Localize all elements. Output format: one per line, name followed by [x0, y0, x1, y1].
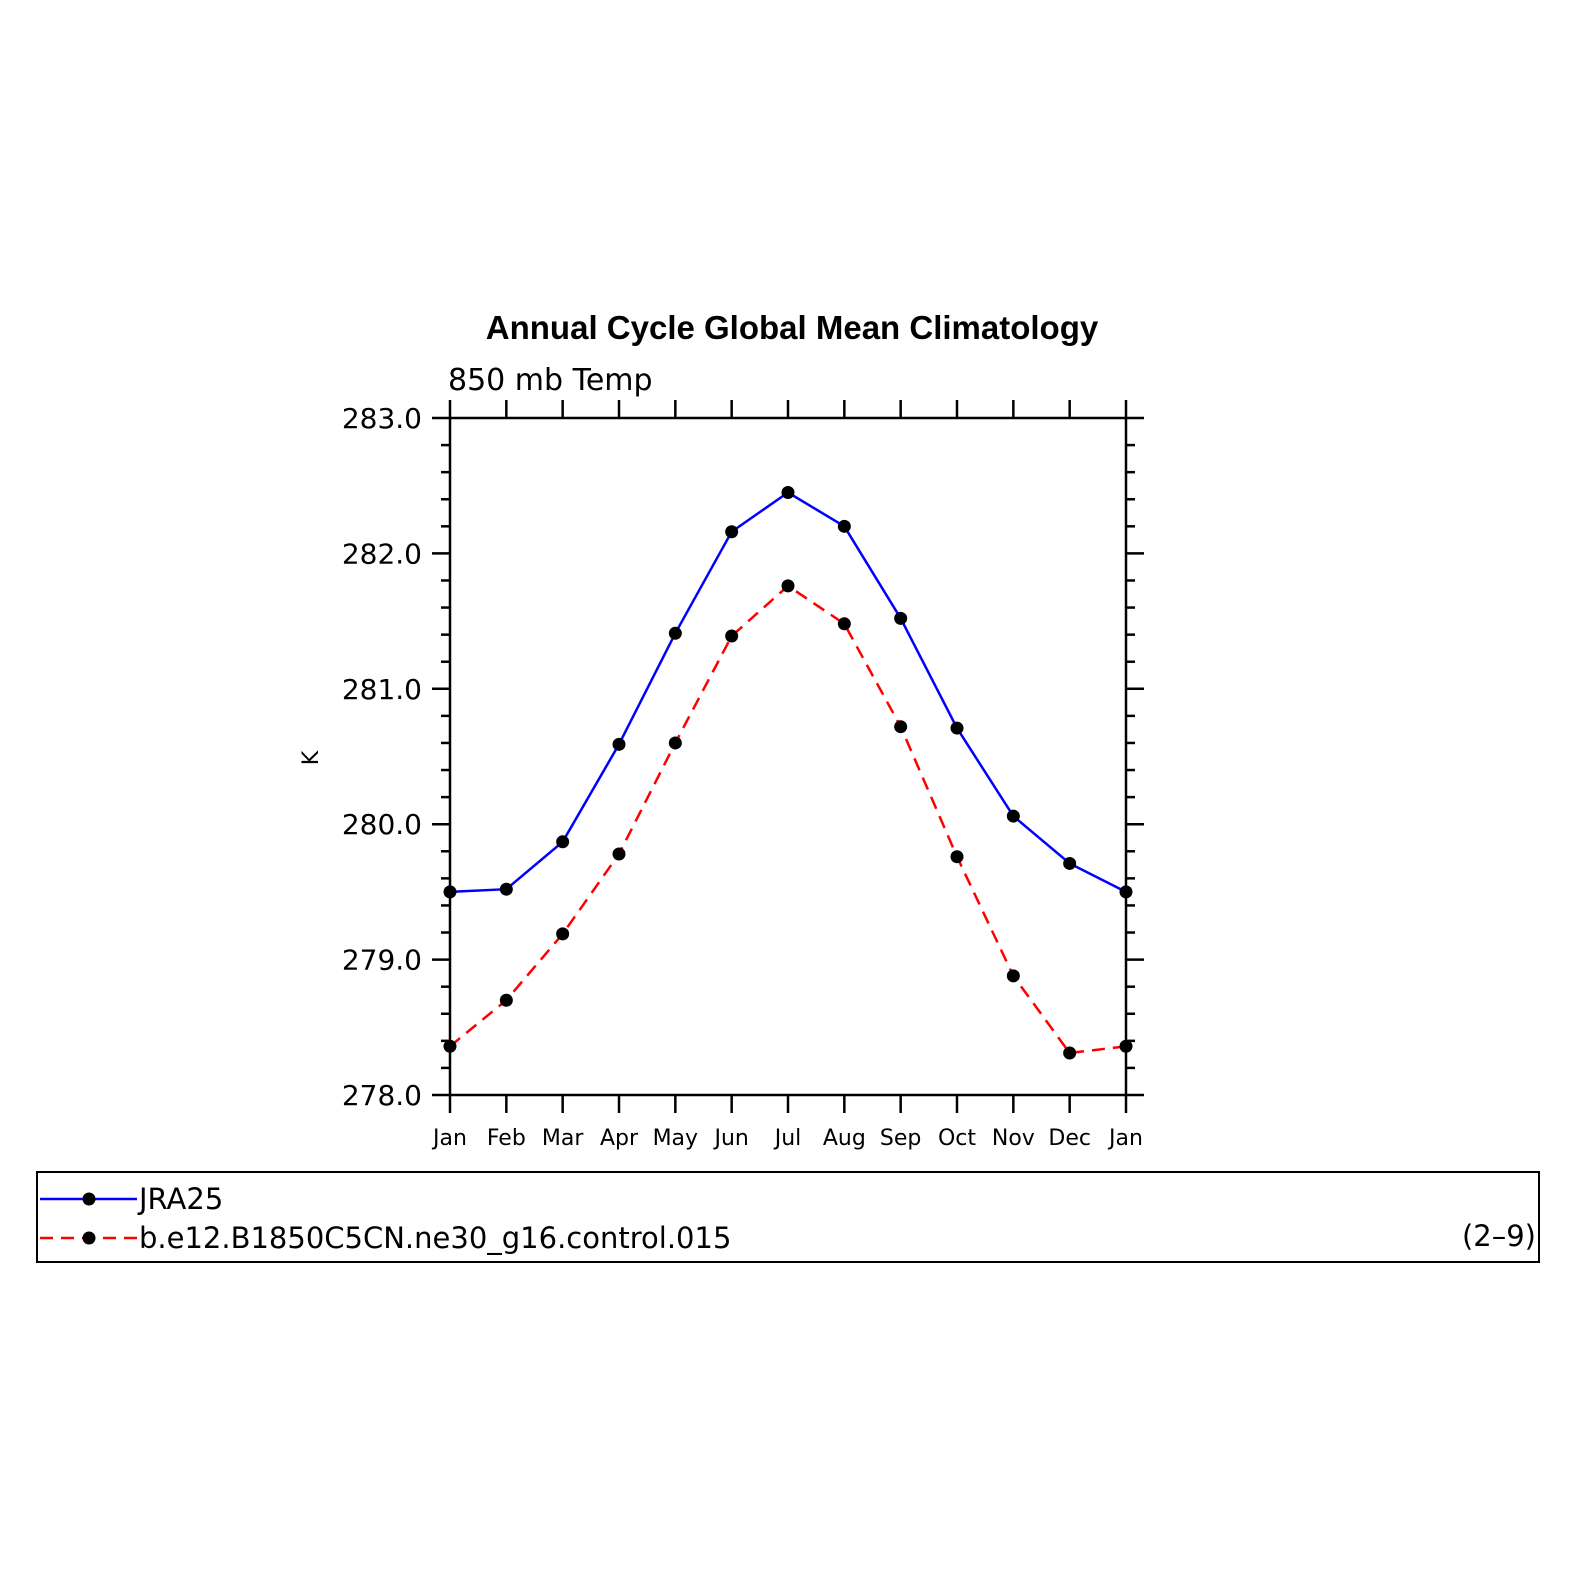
y-tick-label: 279.0: [342, 944, 422, 977]
data-point: [612, 737, 626, 751]
data-point: [837, 617, 851, 631]
data-point: [781, 485, 795, 499]
chart-subtitle: 850 mb Temp: [448, 363, 653, 398]
data-point: [950, 850, 964, 864]
x-tick-label: Feb: [487, 1126, 526, 1151]
legend-marker: [82, 1192, 96, 1206]
data-point: [499, 993, 513, 1007]
y-tick-label: 282.0: [342, 537, 422, 570]
y-tick-label: 278.0: [342, 1079, 422, 1112]
data-point: [837, 519, 851, 533]
data-point: [1006, 969, 1020, 983]
legend: JRA25 b.e12.B1850C5CN.ne30_g16.control.01…: [36, 1171, 1540, 1263]
x-tick-label: Dec: [1048, 1126, 1091, 1151]
data-point: [668, 626, 682, 640]
series-line-2: [449, 584, 1127, 1055]
x-tick-label: Oct: [938, 1126, 976, 1151]
chart-title: Annual Cycle Global Mean Climatology: [486, 309, 1099, 346]
legend-box: [36, 1171, 1540, 1263]
data-point: [556, 835, 570, 849]
series-lines: [449, 491, 1127, 1055]
y-tick-labels: 278.0 279.0 280.0 281.0 282.0 283.0: [342, 402, 422, 1112]
y-tick-label: 283.0: [342, 402, 422, 435]
x-tick-label: May: [653, 1126, 698, 1151]
legend-annotation: (2–9): [1462, 1219, 1536, 1253]
y-axis-label: K: [299, 750, 324, 765]
data-point: [1006, 809, 1020, 823]
plot-frame: [448, 416, 1128, 1097]
data-point: [950, 721, 964, 735]
legend-label-2: b.e12.B1850C5CN.ne30_g16.control.015: [139, 1221, 731, 1255]
x-tick-label: Jun: [712, 1126, 748, 1151]
series-line-1: [449, 491, 1127, 894]
x-tick-label: Jul: [773, 1126, 802, 1151]
legend-marker: [82, 1231, 96, 1245]
axis-ticks: [432, 400, 1144, 1113]
data-point: [894, 720, 908, 734]
x-tick-label: Aug: [823, 1126, 866, 1151]
data-point: [499, 882, 513, 896]
data-point: [1063, 856, 1077, 870]
data-point: [612, 847, 626, 861]
data-point: [725, 629, 739, 643]
x-tick-label: Nov: [992, 1126, 1035, 1151]
series-points: [443, 485, 1133, 1060]
x-tick-label: Mar: [542, 1126, 584, 1151]
data-point: [556, 927, 570, 941]
x-tick-label: Sep: [880, 1126, 921, 1151]
x-tick-label: Jan: [1107, 1126, 1143, 1151]
y-tick-label: 280.0: [342, 808, 422, 841]
x-tick-label: Apr: [600, 1126, 639, 1151]
data-point: [668, 736, 682, 750]
data-point: [725, 525, 739, 539]
data-point: [894, 611, 908, 625]
x-tick-labels: Jan Feb Mar Apr May Jun Jul Aug Sep Oct Nov Dec Jan: [431, 1126, 1143, 1151]
y-tick-label: 281.0: [342, 673, 422, 706]
legend-label-1: JRA25: [137, 1182, 223, 1216]
data-point: [781, 579, 795, 593]
data-point: [1063, 1046, 1077, 1060]
x-tick-label: Jan: [431, 1126, 467, 1151]
